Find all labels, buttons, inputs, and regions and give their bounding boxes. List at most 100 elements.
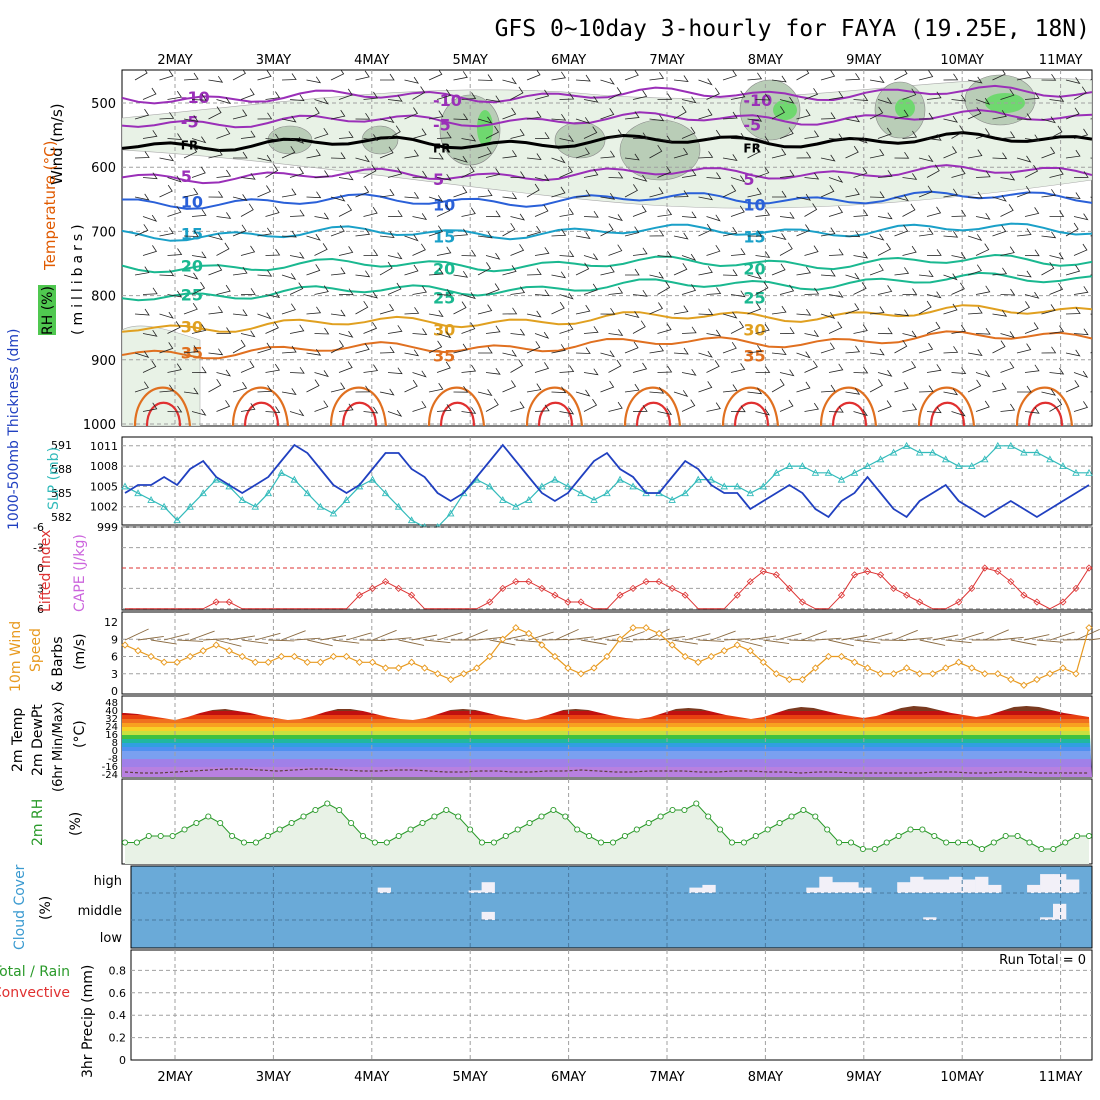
slp-point	[707, 475, 715, 483]
wind10m-label-3: & Barbs	[50, 637, 66, 693]
date-label-top: 6MAY	[551, 53, 586, 68]
wind10m-barb	[737, 639, 763, 647]
wind10m-units: (m/s)	[72, 633, 88, 670]
wind10m-barb	[515, 639, 542, 643]
wind-barb	[877, 242, 892, 256]
wind-barb	[510, 128, 525, 139]
wind-barb	[257, 385, 273, 393]
wind-barb	[853, 136, 868, 144]
wind10m-barb	[255, 632, 281, 641]
wind-barb	[853, 94, 869, 101]
date-label-bottom: 7MAY	[649, 1070, 684, 1085]
wind10m-barb	[203, 638, 230, 641]
wind-barb	[314, 243, 328, 256]
rh2m-point	[502, 832, 509, 840]
temp-contour-label: 15	[433, 228, 455, 247]
temp2m-band	[122, 723, 1092, 727]
wind-barb	[526, 153, 542, 160]
wind-barb	[747, 187, 762, 198]
wind-barb	[730, 205, 745, 217]
precip-tick: 0.2	[109, 1032, 127, 1045]
temp-contour-label: 15	[743, 228, 765, 247]
rh2m-point	[633, 826, 640, 833]
wind-barb	[338, 288, 354, 296]
rh2m-point	[717, 826, 724, 833]
wind-barb	[436, 204, 451, 217]
wind-barb	[649, 229, 665, 237]
temp-contour-25	[122, 271, 1092, 302]
wind-barb	[289, 167, 305, 178]
slp-point	[798, 462, 807, 470]
wind10m-barb	[672, 639, 698, 645]
wind-speed-point	[603, 652, 611, 661]
slp-point	[994, 441, 1002, 449]
wind-barb	[379, 261, 393, 276]
wind-barb	[461, 92, 477, 100]
lifted-point	[681, 591, 689, 599]
wind-barb	[306, 76, 322, 84]
temp-loop-40	[439, 401, 476, 426]
wind-barb	[289, 209, 305, 217]
wind-barb	[1065, 192, 1081, 199]
rh2m-point	[550, 806, 557, 814]
date-label-top: 10MAY	[940, 53, 984, 68]
wind-barb	[551, 229, 567, 237]
wind-speed-point	[368, 658, 377, 666]
wind-barb	[975, 400, 990, 412]
wind-barb	[625, 268, 640, 276]
wind-barb	[404, 264, 419, 276]
wind-speed-point	[551, 652, 559, 661]
lifted-point	[381, 578, 390, 586]
wind-barb	[779, 327, 795, 334]
date-label-top: 5MAY	[453, 53, 488, 68]
wind-barb	[1024, 364, 1040, 373]
wind10m-barb	[802, 630, 827, 641]
wind-barb	[314, 370, 329, 378]
wind-barb	[330, 340, 344, 354]
wind-barb	[265, 248, 281, 256]
temp2m-band	[122, 719, 1092, 723]
rh2m-point	[121, 839, 129, 846]
wind-barb	[877, 400, 892, 412]
wind-barb	[877, 285, 893, 295]
wind10m-barb	[372, 629, 397, 641]
wind-barb	[951, 282, 965, 295]
slp-point	[863, 462, 872, 470]
wind-speed-point	[876, 670, 885, 678]
slp-label: SLP (mb)	[46, 447, 62, 510]
wind-barb	[706, 402, 721, 412]
wind-barb	[191, 93, 207, 101]
wind-barb	[673, 190, 689, 198]
wind-barb	[755, 323, 770, 334]
lifted-point	[994, 567, 1002, 575]
wind-barb	[747, 387, 763, 395]
wind-barb	[387, 367, 403, 375]
wind-barb	[159, 154, 175, 162]
lifted-point	[512, 578, 520, 586]
slp-point	[1007, 441, 1015, 449]
rh2m-point	[324, 800, 331, 807]
cloud-cell	[910, 876, 924, 893]
wind-barb	[485, 325, 501, 334]
cloud-panel: high middle low Cloud Cover (%)	[12, 864, 1093, 950]
wind-barb	[608, 359, 622, 373]
wind-barb	[1065, 307, 1081, 315]
wind-barb	[526, 110, 542, 120]
rh2m-point	[145, 832, 152, 840]
slp-point	[876, 455, 885, 463]
wind-barb	[820, 269, 836, 277]
wind-barb	[314, 127, 329, 139]
wind-barb	[771, 263, 786, 276]
wind-barb	[706, 244, 721, 256]
wind-speed-point	[538, 641, 546, 649]
rh2m-point	[383, 839, 390, 846]
wind10m-barb	[724, 638, 751, 641]
wind-barb	[485, 168, 501, 178]
wind-barb	[428, 267, 444, 276]
temp2m-tick: 0	[112, 746, 118, 757]
wind-barb	[1016, 343, 1032, 354]
wind-barb	[142, 329, 158, 337]
slp-tick: 1008	[90, 460, 118, 473]
wind-barb	[387, 210, 403, 217]
wind-barb	[232, 70, 246, 81]
